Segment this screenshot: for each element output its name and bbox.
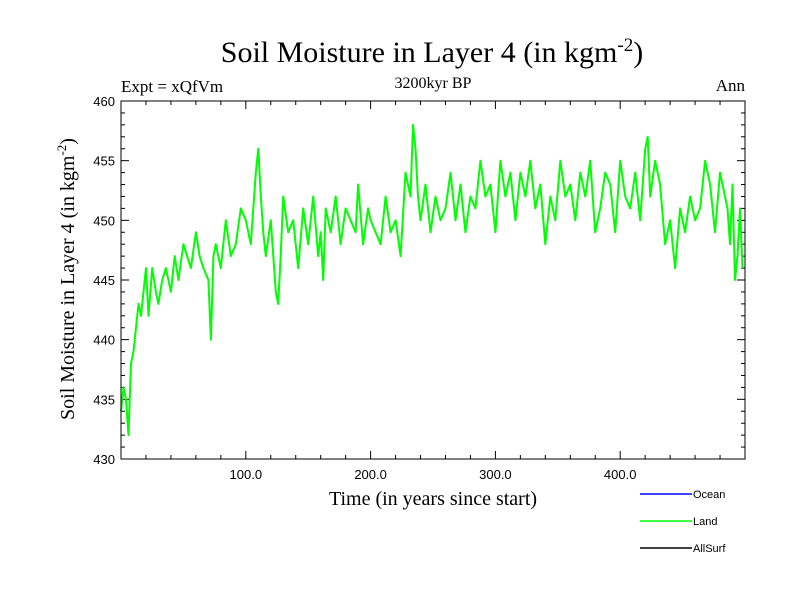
plot-frame bbox=[120, 100, 746, 460]
y-tick-label: 450 bbox=[93, 213, 115, 228]
y-tick-label: 430 bbox=[93, 452, 115, 467]
series-line-land bbox=[120, 123, 744, 437]
y-tick-label: 455 bbox=[93, 154, 115, 169]
y-tick-label: 440 bbox=[93, 333, 115, 348]
y-tick-label: 445 bbox=[93, 273, 115, 288]
period-label: 3200kyr BP bbox=[395, 75, 472, 92]
legend-label-allsurf: AllSurf bbox=[693, 543, 726, 555]
legend-label-ocean: Ocean bbox=[693, 489, 725, 501]
chart-title: Soil Moisture in Layer 4 (in kgm-2) bbox=[221, 35, 643, 69]
axis-tick-labels: 430 435 440 445 450 455 460 100.0 200.0 300.0 400.… bbox=[93, 94, 636, 482]
x-tick-label: 200.0 bbox=[354, 467, 387, 482]
y-axis-label: Soil Moisture in Layer 4 (in kgm-2) bbox=[54, 138, 79, 420]
series-layer bbox=[120, 123, 744, 437]
legend-label-land: Land bbox=[693, 516, 717, 528]
axis-ticks bbox=[121, 100, 745, 460]
season-label: Ann bbox=[716, 76, 746, 95]
y-tick-label: 435 bbox=[93, 392, 115, 407]
legend: Ocean Land AllSurf bbox=[640, 489, 726, 555]
x-tick-label: 300.0 bbox=[479, 467, 512, 482]
x-axis-label: Time (in years since start) bbox=[329, 488, 537, 510]
y-tick-label: 460 bbox=[93, 94, 115, 109]
experiment-label: Expt = xQfVm bbox=[121, 77, 223, 96]
x-tick-label: 400.0 bbox=[604, 467, 637, 482]
x-tick-label: 100.0 bbox=[230, 467, 263, 482]
